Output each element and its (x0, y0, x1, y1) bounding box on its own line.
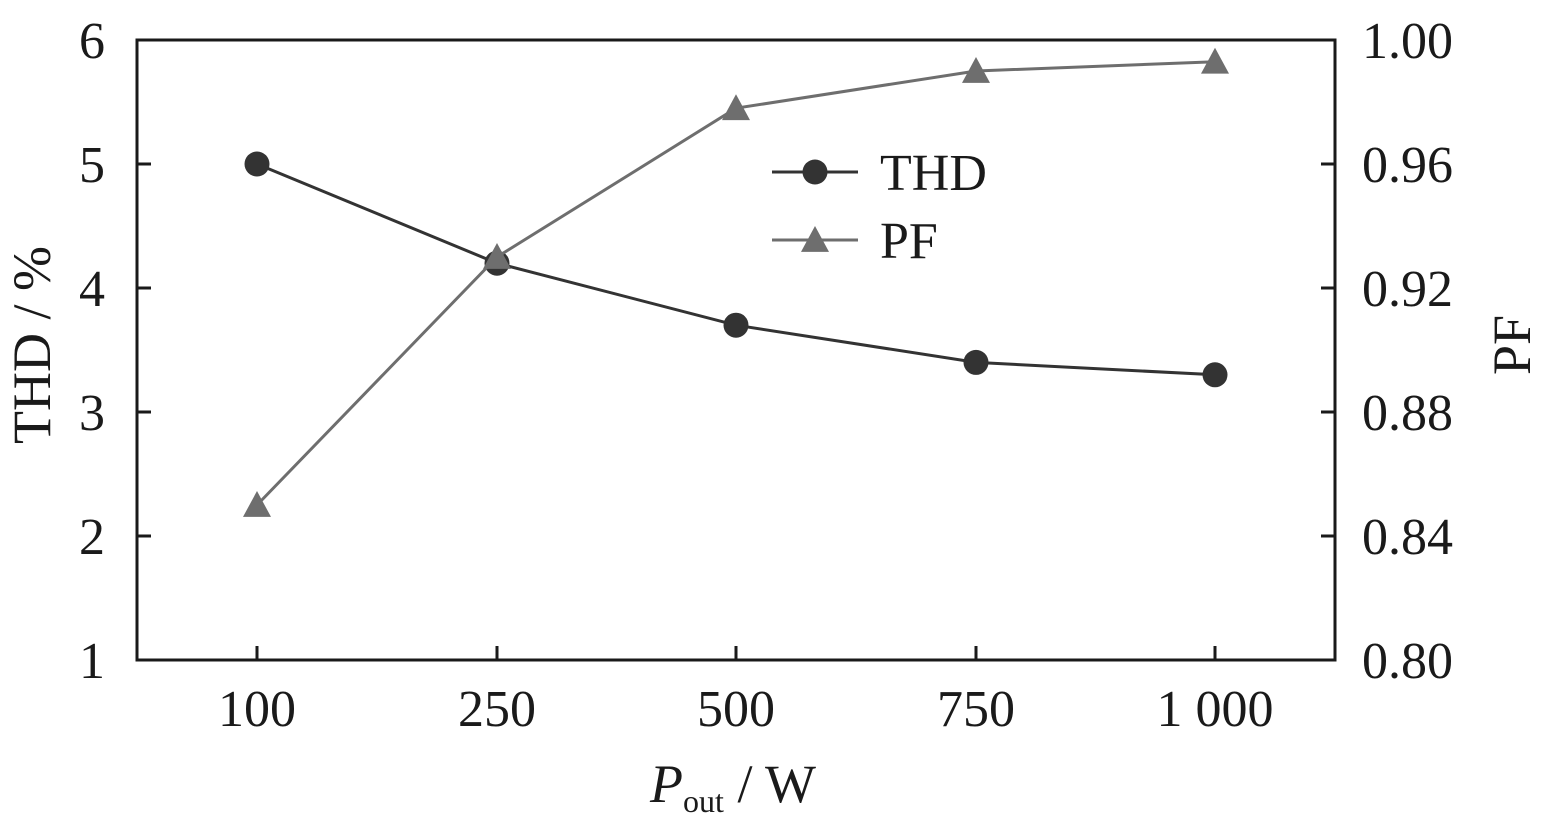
left-tick-label: 3 (79, 385, 105, 442)
thd-series-point (723, 312, 749, 338)
pf-series-line (255, 60, 1216, 507)
right-tick-label: 1.00 (1362, 13, 1453, 70)
x-axis-title-sub: out (683, 783, 724, 819)
thd-series (244, 151, 1228, 388)
bottom-tick-label: 250 (458, 681, 536, 738)
left-tick-label: 4 (79, 261, 105, 318)
legend-thd-point (802, 159, 828, 185)
bottom-tick-label: 500 (697, 681, 775, 738)
left-tick-label: 2 (79, 509, 105, 566)
left-tick-label: 5 (79, 137, 105, 194)
bottom-axis-ticks: 100 250 500 750 1 000 (218, 646, 1274, 738)
pf-series-point (962, 57, 990, 83)
pf-series-point (722, 94, 750, 121)
legend-thd: THD (772, 145, 987, 202)
plot-frame (135, 38, 1337, 662)
right-tick-label: 0.96 (1362, 137, 1453, 194)
thd-series-point (963, 349, 989, 375)
bottom-tick-label: 100 (218, 681, 296, 738)
bottom-tick-label: 750 (937, 681, 1015, 738)
thd-series-point (1202, 362, 1228, 388)
pf-series-point (243, 491, 271, 517)
left-tick-label: 1 (79, 633, 105, 690)
left-tick-label: 6 (79, 13, 105, 70)
legend-pf: PF (772, 213, 938, 270)
legend: THD PF (772, 145, 987, 270)
right-axis-ticks: 0.80 0.84 0.88 0.92 0.96 1.00 (1321, 13, 1453, 690)
legend-pf-label: PF (880, 213, 938, 270)
thd-series-point (244, 151, 270, 177)
legend-pf-point (801, 226, 829, 252)
right-tick-label: 0.92 (1362, 261, 1453, 318)
pf-series (243, 47, 1229, 517)
right-tick-label: 0.88 (1362, 385, 1453, 442)
series-layer (243, 47, 1229, 517)
x-axis-title-main: P (649, 754, 683, 814)
pf-series-point (1201, 47, 1229, 74)
right-tick-label: 0.80 (1362, 633, 1453, 690)
bottom-tick-label: 1 000 (1157, 681, 1274, 738)
x-axis-title-unit: / W (724, 754, 816, 814)
pf-series-point (483, 243, 511, 269)
thd-series-line (256, 162, 1216, 377)
y-axis-left-title: THD / % (2, 246, 62, 444)
left-axis-ticks: 1 2 3 4 5 6 (79, 13, 151, 690)
legend-thd-label: THD (880, 145, 987, 202)
right-tick-label: 0.84 (1362, 509, 1453, 566)
y-axis-right-title: PF (1482, 315, 1542, 375)
x-axis-title: Pout / W (649, 754, 816, 819)
